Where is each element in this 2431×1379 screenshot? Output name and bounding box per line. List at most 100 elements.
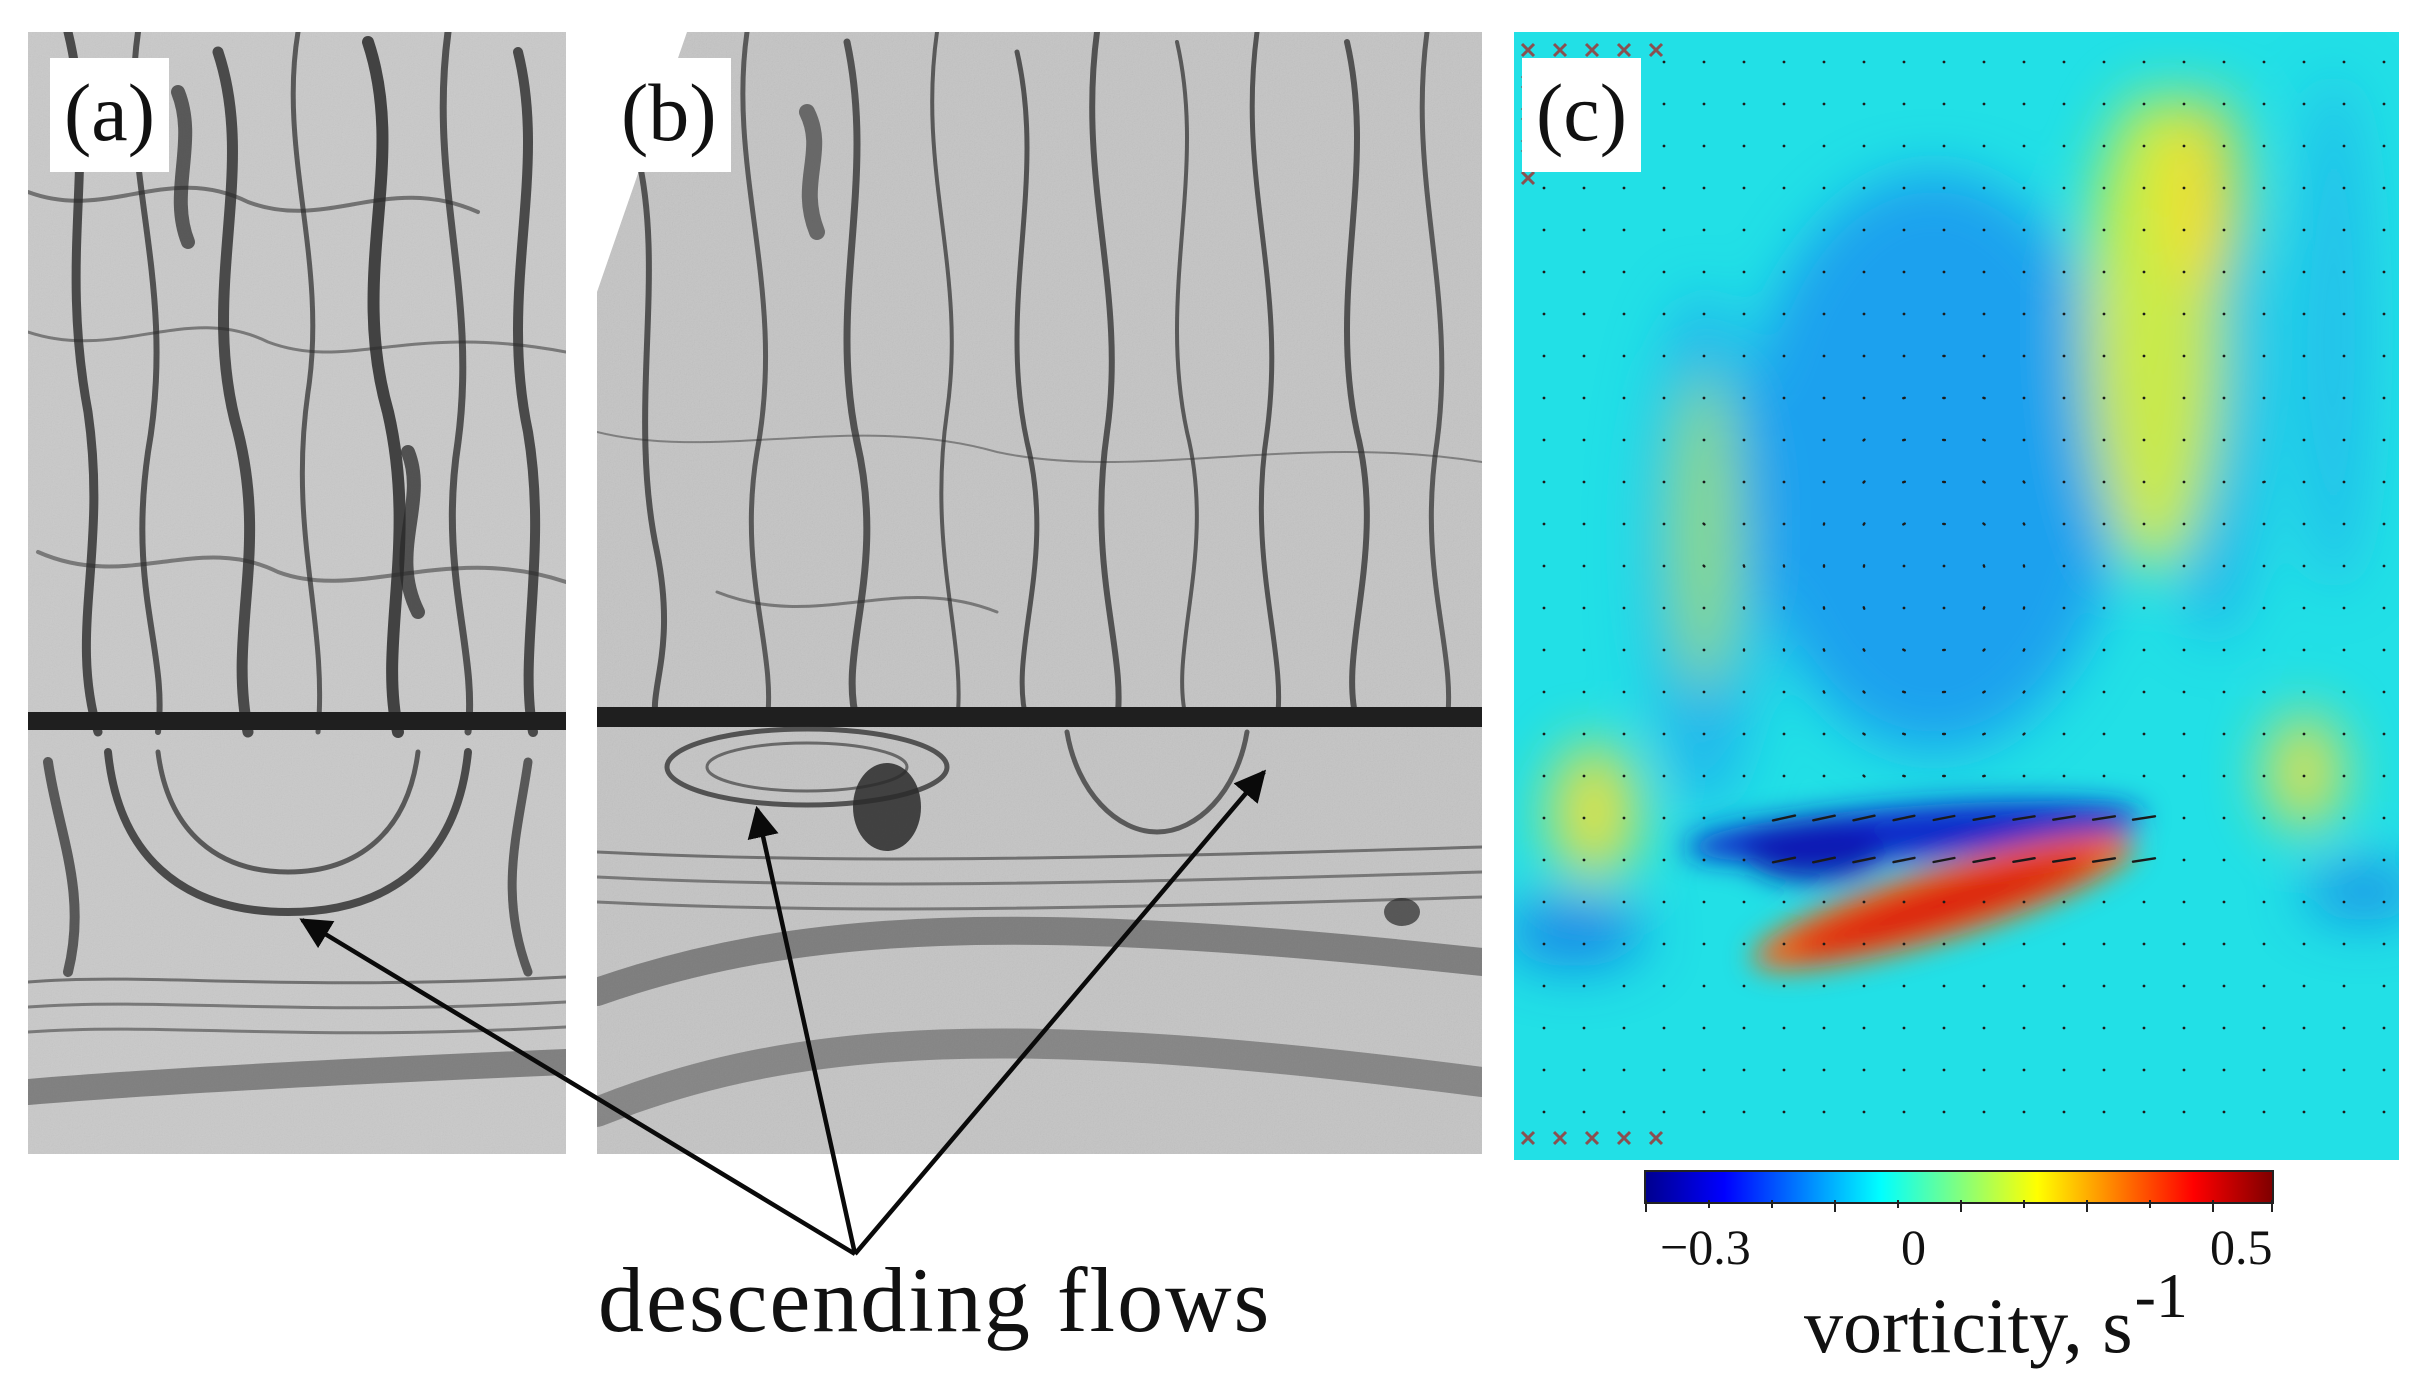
velocity-dot <box>2062 1110 2066 1114</box>
velocity-vector <box>2022 648 2026 652</box>
velocity-dot <box>2302 816 2306 820</box>
velocity-dot <box>2062 228 2066 232</box>
velocity-dot <box>1702 1026 1706 1030</box>
velocity-dot <box>2062 144 2066 148</box>
velocity-dot <box>1582 228 1586 232</box>
velocity-dot <box>2022 102 2026 106</box>
velocity-dot <box>2222 396 2226 400</box>
velocity-dot <box>1862 1068 1866 1072</box>
velocity-dot <box>2022 270 2026 274</box>
colorbar-ticks <box>1644 1200 2274 1214</box>
velocity-dot <box>2222 606 2226 610</box>
velocity-dot <box>2342 774 2346 778</box>
velocity-dot <box>1982 1068 1986 1072</box>
velocity-vector <box>1771 814 1797 822</box>
velocity-dot <box>1702 774 1706 778</box>
velocity-dot <box>2142 186 2146 190</box>
velocity-dot <box>1582 606 1586 610</box>
velocity-dot <box>1582 690 1586 694</box>
velocity-dot <box>2142 1068 2146 1072</box>
velocity-dot <box>1582 648 1586 652</box>
velocity-dot <box>2262 144 2266 148</box>
velocity-vector <box>1932 856 1956 864</box>
velocity-dot <box>2142 732 2146 736</box>
velocity-dot <box>2222 186 2226 190</box>
velocity-dot <box>1822 60 1826 64</box>
velocity-dot <box>2102 1068 2106 1072</box>
velocity-dot <box>1742 228 1746 232</box>
velocity-dot <box>1862 102 1866 106</box>
velocity-dot <box>2062 102 2066 106</box>
velocity-vector <box>2052 815 2076 821</box>
velocity-dot <box>2302 690 2306 694</box>
velocity-vector <box>2091 857 2117 863</box>
velocity-dot <box>1542 564 1546 568</box>
velocity-dot <box>2262 312 2266 316</box>
velocity-dot <box>1862 1110 1866 1114</box>
velocity-dot <box>2262 606 2266 610</box>
velocity-dot <box>2262 60 2266 64</box>
velocity-dot <box>1542 522 1546 526</box>
velocity-dot <box>2062 690 2066 694</box>
velocity-vector <box>1812 856 1836 864</box>
velocity-dot <box>2022 438 2026 442</box>
panel-b-label: (b) <box>607 58 731 172</box>
velocity-dot <box>2062 522 2066 526</box>
velocity-dot <box>2302 438 2306 442</box>
velocity-dot <box>2102 144 2106 148</box>
velocity-dot <box>2102 900 2106 904</box>
velocity-dot <box>2382 1068 2386 1072</box>
velocity-dot <box>2062 732 2066 736</box>
velocity-dot <box>2342 816 2346 820</box>
velocity-dot <box>1742 438 1746 442</box>
velocity-dot <box>2302 942 2306 946</box>
velocity-dot <box>1542 648 1546 652</box>
velocity-dot <box>1702 1068 1706 1072</box>
velocity-dot <box>1982 1110 1986 1114</box>
velocity-dot <box>1582 858 1586 862</box>
velocity-dot <box>1822 774 1826 778</box>
velocity-dot <box>2222 102 2226 106</box>
velocity-dot <box>1822 1068 1826 1072</box>
velocity-dot <box>2262 900 2266 904</box>
velocity-vector <box>1902 648 1906 652</box>
velocity-dot <box>1622 774 1626 778</box>
velocity-dot <box>2382 606 2386 610</box>
velocity-dot <box>1902 312 1906 316</box>
velocity-dot <box>2182 564 2186 568</box>
velocity-dot <box>2222 900 2226 904</box>
velocity-dot <box>1982 270 1986 274</box>
velocity-dot <box>2182 816 2186 820</box>
velocity-dot <box>1742 816 1746 820</box>
velocity-dot <box>1702 900 1706 904</box>
velocity-vector <box>2022 732 2026 736</box>
velocity-dot <box>2302 354 2306 358</box>
velocity-dot <box>1582 942 1586 946</box>
velocity-dot <box>2262 774 2266 778</box>
velocity-dot <box>2262 816 2266 820</box>
velocity-dot <box>2102 984 2106 988</box>
velocity-vector <box>1902 522 1906 526</box>
velocity-dot <box>1862 900 1866 904</box>
velocity-dot <box>1582 984 1586 988</box>
velocity-dot <box>2102 564 2106 568</box>
velocity-vector <box>1982 438 1986 442</box>
velocity-dot <box>2182 690 2186 694</box>
velocity-dot <box>1662 1110 1666 1114</box>
velocity-vector <box>1862 522 1866 526</box>
velocity-dot <box>1942 900 1946 904</box>
velocity-dot <box>1702 606 1706 610</box>
velocity-dot <box>1902 102 1906 106</box>
velocity-dot <box>2022 60 2026 64</box>
velocity-dot <box>2062 984 2066 988</box>
velocity-dot <box>2382 102 2386 106</box>
velocity-dot <box>1982 900 1986 904</box>
velocity-dot <box>1542 1110 1546 1114</box>
velocity-vector <box>1702 522 1706 526</box>
velocity-dot <box>1862 144 1866 148</box>
velocity-dot <box>1982 102 1986 106</box>
velocity-dot <box>2062 438 2066 442</box>
velocity-dot <box>1742 690 1746 694</box>
velocity-dot <box>1702 732 1706 736</box>
velocity-dot <box>1902 228 1906 232</box>
